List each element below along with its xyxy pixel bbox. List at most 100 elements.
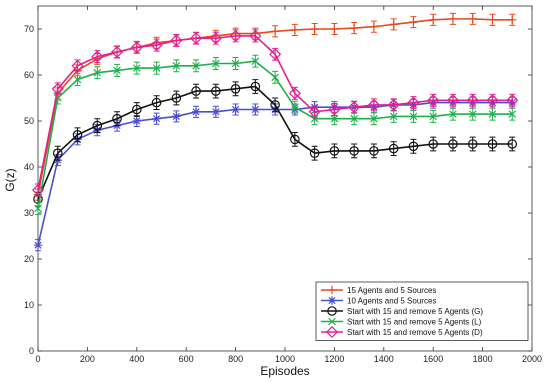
data-point bbox=[250, 81, 261, 92]
y-tick-label: 0 bbox=[29, 346, 34, 356]
data-point bbox=[150, 39, 163, 52]
data-point bbox=[389, 112, 398, 121]
data-point bbox=[488, 15, 497, 24]
data-point bbox=[348, 101, 361, 114]
data-point bbox=[230, 84, 241, 94]
data-point bbox=[151, 97, 162, 108]
y-tick-label: 20 bbox=[24, 254, 34, 264]
data-point bbox=[467, 139, 478, 149]
data-point bbox=[448, 14, 458, 24]
y-tick-label: 40 bbox=[24, 162, 34, 172]
data-point bbox=[330, 114, 339, 123]
legend-swatch-marker bbox=[327, 296, 337, 305]
data-point bbox=[468, 14, 477, 24]
data-point bbox=[270, 100, 280, 110]
series-4 bbox=[34, 54, 517, 215]
data-point bbox=[229, 29, 242, 42]
data-point bbox=[409, 112, 418, 121]
data-point bbox=[388, 143, 399, 154]
data-point bbox=[130, 41, 143, 54]
data-point bbox=[152, 64, 161, 72]
x-tick-label: 2000 bbox=[522, 354, 542, 364]
data-point bbox=[191, 86, 201, 96]
data-point bbox=[52, 148, 63, 158]
data-point bbox=[310, 24, 319, 34]
data-point bbox=[132, 104, 142, 115]
x-tick-label: 400 bbox=[129, 354, 144, 364]
data-point bbox=[34, 204, 42, 213]
data-point bbox=[507, 139, 518, 149]
legend-item: Start with 15 and remove 5 Agents (D) bbox=[321, 325, 483, 339]
x-tick-label: 1200 bbox=[324, 354, 344, 364]
data-point bbox=[508, 110, 517, 118]
data-point bbox=[91, 50, 104, 63]
series-3 bbox=[33, 79, 518, 207]
data-point bbox=[33, 241, 43, 250]
data-point bbox=[367, 98, 380, 111]
legend-swatch-marker bbox=[325, 325, 339, 339]
x-tick-label: 600 bbox=[179, 354, 194, 364]
data-point bbox=[269, 48, 282, 61]
data-point bbox=[330, 24, 339, 34]
data-point bbox=[428, 139, 438, 149]
data-point bbox=[288, 87, 301, 100]
series-layer bbox=[31, 12, 519, 252]
data-point bbox=[370, 114, 378, 123]
data-point bbox=[152, 114, 161, 123]
y-axis-title: G(z) bbox=[3, 168, 17, 191]
data-point bbox=[448, 139, 458, 149]
data-point bbox=[468, 110, 477, 118]
data-point bbox=[508, 15, 517, 24]
x-tick-label: 1600 bbox=[423, 354, 443, 364]
data-point bbox=[407, 96, 420, 109]
axis-ticks: 0 200 400 600 800 1000 1200 1400 1600 1800 2000 0 10… bbox=[24, 6, 542, 364]
data-point bbox=[466, 94, 479, 107]
data-point bbox=[249, 29, 262, 42]
x-tick-label: 1000 bbox=[275, 354, 295, 364]
data-point bbox=[231, 105, 240, 114]
data-point bbox=[231, 59, 240, 68]
data-point bbox=[112, 113, 122, 124]
data-point bbox=[387, 98, 400, 111]
legend-item: 15 Agents and 5 Sources bbox=[321, 285, 436, 295]
data-point bbox=[309, 148, 320, 158]
data-point bbox=[172, 112, 181, 121]
data-point bbox=[369, 146, 379, 156]
data-point bbox=[486, 94, 499, 107]
legend: 15 Agents and 5 Sources 10 Agents and 5 S… bbox=[315, 281, 529, 341]
legend-item: Start with 15 and remove 5 Agents (G) bbox=[321, 306, 483, 316]
legend-swatch-marker bbox=[327, 306, 337, 316]
data-point bbox=[408, 141, 419, 152]
legend-swatch-marker bbox=[327, 285, 337, 295]
data-point bbox=[251, 57, 260, 65]
legend-swatch-marker bbox=[328, 317, 336, 326]
data-point bbox=[51, 82, 64, 95]
data-point bbox=[211, 107, 221, 116]
x-axis-title: Episodes bbox=[260, 364, 309, 378]
x-tick-label: 200 bbox=[80, 354, 95, 364]
data-point bbox=[310, 114, 319, 123]
data-point bbox=[487, 139, 498, 149]
data-point bbox=[72, 130, 83, 140]
legend-box bbox=[315, 281, 529, 341]
data-point bbox=[290, 134, 300, 145]
data-point bbox=[209, 32, 222, 45]
x-tick-label: 1800 bbox=[473, 354, 493, 364]
series-5 bbox=[31, 29, 519, 197]
data-point bbox=[369, 22, 379, 31]
data-point bbox=[349, 23, 359, 33]
data-point bbox=[349, 146, 359, 156]
data-point bbox=[190, 32, 203, 45]
x-tick-label: 1400 bbox=[374, 354, 394, 364]
data-point bbox=[170, 34, 183, 47]
data-point bbox=[449, 110, 457, 118]
y-tick-label: 70 bbox=[24, 24, 34, 34]
data-point bbox=[488, 110, 497, 118]
data-point bbox=[270, 27, 280, 36]
legend-label: Start with 15 and remove 5 Agents (D) bbox=[347, 328, 483, 337]
data-point bbox=[409, 17, 418, 27]
data-point bbox=[212, 59, 220, 68]
data-point bbox=[251, 105, 260, 114]
data-point bbox=[506, 94, 519, 107]
